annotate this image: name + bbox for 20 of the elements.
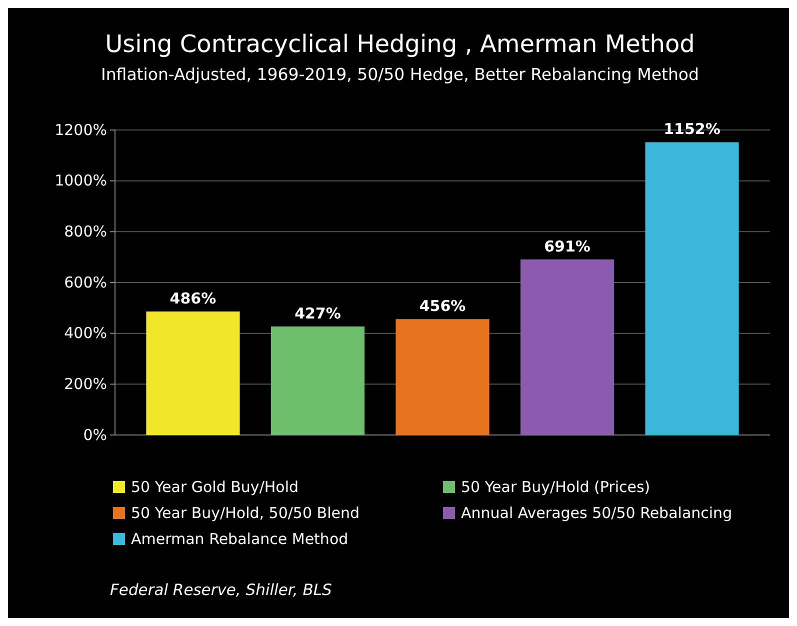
legend-label: 50 Year Buy/Hold, 50/50 Blend <box>131 504 360 522</box>
chart-title: Using Contracyclical Hedging , Amerman Method <box>105 30 695 58</box>
legend-label: Amerman Rebalance Method <box>131 530 348 548</box>
y-tick-label: 600% <box>64 273 107 292</box>
legend-label: 50 Year Gold Buy/Hold <box>131 478 299 496</box>
chart-subtitle: Inflation-Adjusted, 1969-2019, 50/50 Hedge, Better Rebalancing Method <box>100 65 700 84</box>
y-tick-label: 1200% <box>54 120 107 139</box>
data-label: 427% <box>294 304 341 322</box>
text: Federal Reserve, Shiller, BLS <box>110 581 332 599</box>
data-label: 691% <box>544 237 590 256</box>
y-tick-label: 0% <box>83 426 107 444</box>
y-tick-label: 800% <box>64 222 107 240</box>
data-label: 1152% <box>664 120 720 138</box>
data-label: 486% <box>170 289 216 308</box>
y-tick-label: 200% <box>64 374 107 393</box>
legend-label: 50 Year Buy/Hold (Prices) <box>461 478 650 496</box>
legend-label: Annual Averages 50/50 Rebalancing <box>461 504 732 522</box>
data-label: 456% <box>419 297 466 316</box>
y-tick-label: 1000% <box>54 172 107 190</box>
y-tick-label: 400% <box>64 324 107 342</box>
